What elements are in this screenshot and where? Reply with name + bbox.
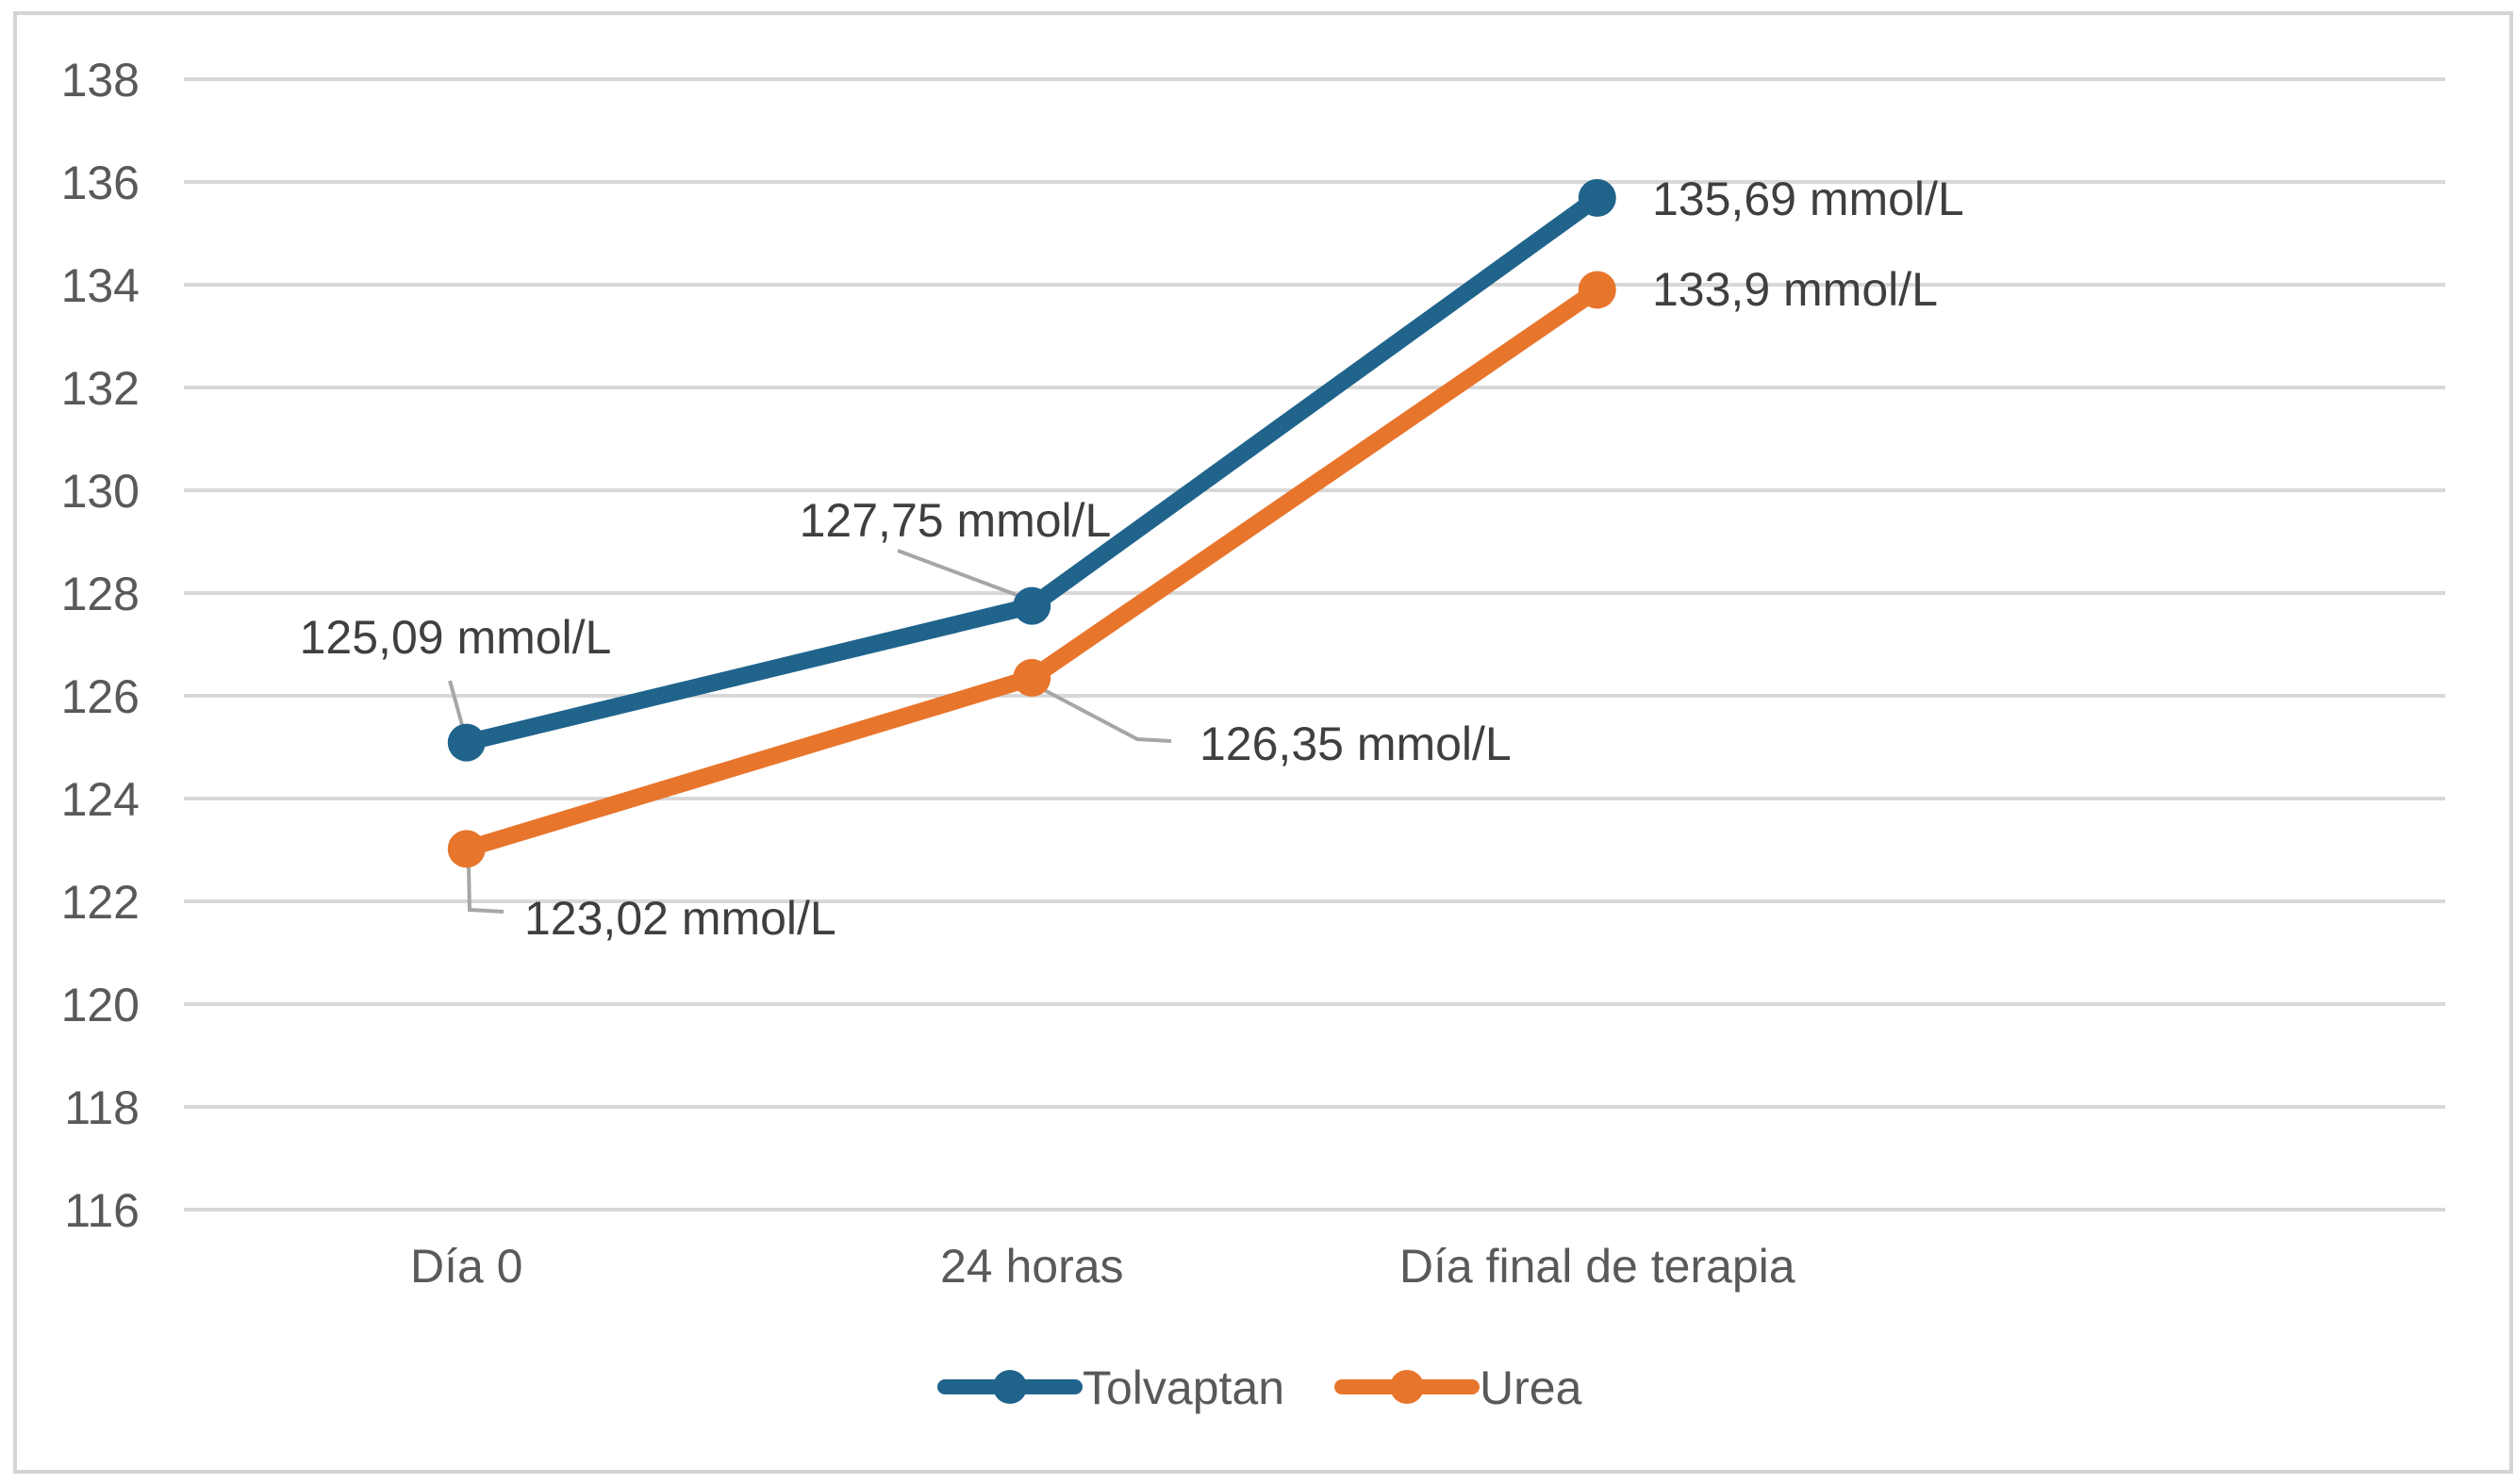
y-tick-label: 118 — [64, 1081, 140, 1134]
data-label-tolvaptan: 125,09 mmol/L — [300, 611, 612, 664]
data-label-tolvaptan: 135,69 mmol/L — [1652, 173, 1964, 225]
y-tick-label: 130 — [61, 465, 140, 518]
data-point-tolvaptan — [447, 723, 486, 762]
y-tick-label: 138 — [61, 54, 140, 107]
data-point-urea — [1013, 658, 1051, 697]
label-leader-line — [897, 549, 1025, 600]
y-tick-label: 134 — [61, 259, 140, 312]
label-leader-line — [467, 866, 505, 914]
data-label-tolvaptan: 127,75 mmol/L — [800, 494, 1112, 547]
y-tick-label: 120 — [61, 979, 140, 1031]
data-label-urea: 123,02 mmol/L — [524, 892, 836, 945]
legend-label: Tolvaptan — [1083, 1361, 1284, 1414]
y-tick-label: 122 — [61, 876, 140, 929]
y-tick-label: 132 — [61, 362, 140, 415]
label-leader-line — [448, 680, 466, 733]
y-tick-label: 116 — [64, 1184, 140, 1237]
data-point-tolvaptan — [1578, 178, 1616, 217]
legend-label: Urea — [1480, 1361, 1582, 1414]
y-tick-label: 124 — [61, 773, 140, 826]
data-label-urea: 126,35 mmol/L — [1200, 717, 1512, 770]
data-point-urea — [447, 830, 486, 868]
data-point-tolvaptan — [1013, 586, 1051, 625]
y-tick-label: 128 — [61, 568, 140, 620]
legend-marker-dot — [993, 1370, 1027, 1404]
legend-marker-dot — [1390, 1370, 1424, 1404]
y-tick-label: 126 — [61, 670, 140, 723]
x-tick-label: 24 horas — [940, 1240, 1124, 1293]
data-point-urea — [1578, 271, 1616, 309]
label-leader-line — [1036, 684, 1172, 743]
data-label-urea: 133,9 mmol/L — [1652, 263, 1938, 316]
chart-frame — [13, 11, 2513, 1474]
y-tick-label: 136 — [61, 157, 140, 209]
x-tick-label: Día final de terapia — [1399, 1240, 1795, 1293]
x-tick-label: Día 0 — [410, 1240, 523, 1293]
